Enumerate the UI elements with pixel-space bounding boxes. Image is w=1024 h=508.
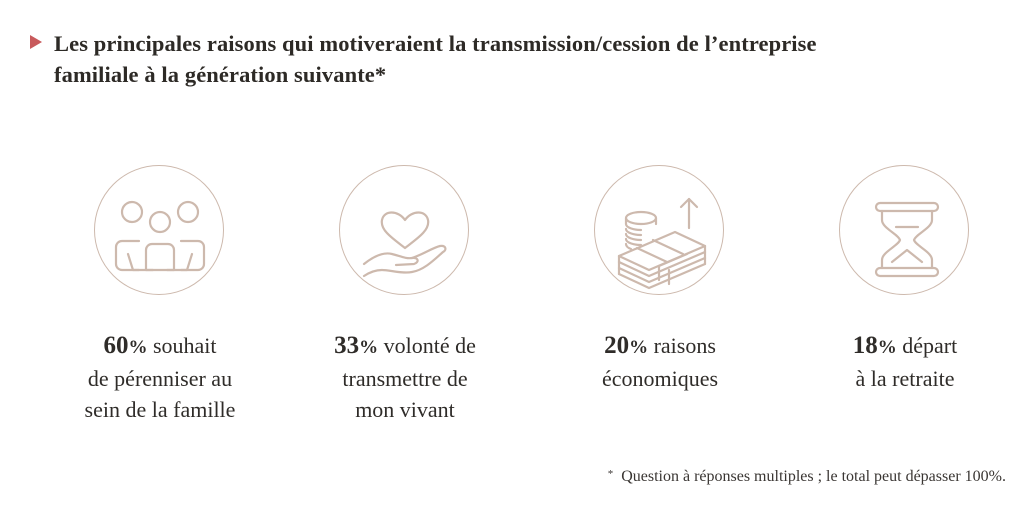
family-group-icon [94,165,224,295]
caption-line-1: raisons [648,333,716,358]
reason-caption: 33% volonté de transmettre de mon vivant [285,330,525,425]
caption-line-2: de pérenniser au [87,366,233,391]
caption-line-2: à la retraite [855,366,955,391]
caption-line-3: sein de la famille [84,397,236,422]
caption-line-3: mon vivant [355,397,455,422]
percent-value: 33 [334,332,360,359]
money-growth-icon [594,165,724,295]
caption-line-1: volonté de [378,333,476,358]
heart-in-hand-icon [339,165,469,295]
percent-value: 20 [604,332,630,359]
percent-value: 18 [852,332,878,359]
title-line-1: Les principales raisons qui motiveraient… [54,31,817,56]
reason-caption: 18% départ à la retraite [785,330,1024,394]
percent-value: 60 [103,332,129,359]
page-title: Les principales raisons qui motiveraient… [54,28,984,90]
percent-sign: % [128,337,148,358]
reason-caption: 60% souhait de pérenniser au sein de la … [40,330,280,425]
footnote-marker: * [607,468,614,480]
percent-sign: % [629,337,649,358]
triangle-right-icon [30,35,42,49]
caption-line-1: souhait [147,333,217,358]
footnote-text: Question à réponses multiples ; le total… [621,468,1006,485]
reason-caption: 20% raisons économiques [540,330,780,394]
caption-line-2: économiques [601,366,719,391]
percent-sign: % [359,337,379,358]
percent-sign: % [877,337,897,358]
footnote: * Question à réponses multiples ; le tota… [608,468,1006,486]
caption-line-2: transmettre de [342,366,468,391]
hourglass-icon [839,165,969,295]
title-line-2: familiale à la génération suivante* [54,62,387,87]
caption-line-1: départ [896,333,958,358]
